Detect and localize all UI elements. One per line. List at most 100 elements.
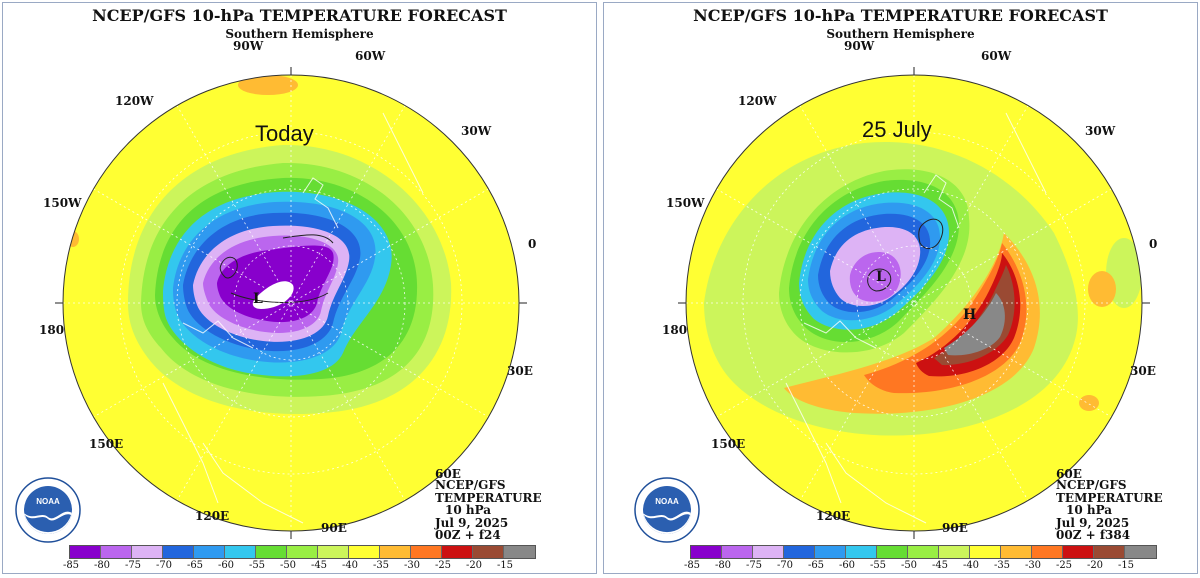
colorbar-swatch [1063, 546, 1094, 558]
colorbar-swatch [815, 546, 846, 558]
colorbar-tick-label: -15 [1117, 560, 1135, 571]
info-line: TEMPERATURE [1056, 490, 1163, 505]
map-subtitle: Southern Hemisphere [225, 27, 374, 41]
map-subtitle: Southern Hemisphere [826, 27, 975, 41]
colorbar-swatch [691, 546, 722, 558]
colorbar-tick-label: -45 [931, 560, 949, 571]
colorbar-swatch [1032, 546, 1063, 558]
colorbar-swatch [287, 546, 318, 558]
colorbar-swatch [846, 546, 877, 558]
colorbar-tick-label: -75 [124, 560, 142, 571]
forecast-panel-25-july: NCEP/GFS 10-hPa TEMPERATURE FORECAST Sou… [603, 2, 1198, 574]
colorbar-tick-label: -75 [745, 560, 763, 571]
colorbar-swatch [225, 546, 256, 558]
info-line: TEMPERATURE [435, 490, 542, 505]
colorbar-swatch [194, 546, 225, 558]
colorbar-tick-label: -60 [838, 560, 856, 571]
colorbar-swatch [753, 546, 784, 558]
info-line: 10 hPa [1066, 503, 1113, 517]
lon-label-0: 0 [1149, 237, 1158, 251]
colorbar-tick-label: -45 [310, 560, 328, 571]
lon-label-120e: 120E [816, 509, 851, 523]
colorbar-tick-label: -85 [683, 560, 701, 571]
temperature-map: L H [678, 67, 1150, 539]
colorbar-swatch [1001, 546, 1032, 558]
info-line: 10 hPa [445, 503, 492, 517]
colorbar-swatch [504, 546, 535, 558]
lon-label-30w: 30W [461, 124, 492, 138]
map-title: NCEP/GFS 10-hPa TEMPERATURE FORECAST [693, 6, 1108, 25]
colorbar-tick-label: -20 [465, 560, 483, 571]
colorbar-tick-label: -25 [434, 560, 452, 571]
lon-label-30w: 30W [1085, 124, 1116, 138]
overlay-label: 25 July [862, 117, 932, 142]
colorbar-tick-label: -25 [1055, 560, 1073, 571]
forecast-info: NCEP/GFS TEMPERATURE 10 hPa Jul 9, 2025 … [1056, 479, 1163, 542]
lon-label-180: 180 [662, 323, 688, 337]
info-line: 00Z + f24 [435, 528, 501, 542]
colorbar-tick-label: -30 [403, 560, 421, 571]
high-pressure-marker: H [963, 307, 976, 323]
temperature-colorbar [690, 545, 1157, 559]
noaa-logo-icon: NOAA [634, 477, 700, 543]
lon-label-60w: 60W [355, 49, 386, 63]
forecast-panel-today: NCEP/GFS 10-hPa TEMPERATURE FORECAST Sou… [2, 2, 597, 574]
lon-label-60e: 60E [435, 467, 461, 481]
colorbar-swatch [1094, 546, 1125, 558]
colorbar-swatch [722, 546, 753, 558]
forecast-info: NCEP/GFS TEMPERATURE 10 hPa Jul 9, 2025 … [435, 479, 542, 542]
colorbar-swatch [411, 546, 442, 558]
colorbar-swatch [939, 546, 970, 558]
colorbar-tick-label: -65 [807, 560, 825, 571]
low-pressure-marker: L [253, 291, 263, 307]
lon-label-120w: 120W [738, 94, 777, 108]
info-line: NCEP/GFS [435, 478, 506, 492]
low-pressure-marker: L [876, 269, 886, 285]
colorbar-swatch [442, 546, 473, 558]
colorbar-tick-label: -15 [496, 560, 514, 571]
colorbar-swatch [163, 546, 194, 558]
colorbar-tick-label: -65 [186, 560, 204, 571]
lon-label-90e: 90E [942, 521, 968, 535]
lon-label-90e: 90E [321, 521, 347, 535]
colorbar-tick-label: -35 [993, 560, 1011, 571]
colorbar-swatch [101, 546, 132, 558]
colorbar-swatch [349, 546, 380, 558]
lon-label-150w: 150W [43, 196, 82, 210]
lon-label-90w: 90W [233, 39, 264, 53]
colorbar-swatch [132, 546, 163, 558]
colorbar-swatch [256, 546, 287, 558]
colorbar-tick-label: -60 [217, 560, 235, 571]
colorbar-swatch [70, 546, 101, 558]
colorbar-swatch [908, 546, 939, 558]
noaa-logo-icon: NOAA [15, 477, 81, 543]
lon-label-150e: 150E [89, 437, 124, 451]
colorbar-swatch [970, 546, 1001, 558]
lon-label-0: 0 [528, 237, 537, 251]
colorbar-swatch [318, 546, 349, 558]
colorbar-tick-label: -40 [341, 560, 359, 571]
colorbar-tick-label: -85 [62, 560, 80, 571]
colorbar-tick-label: -50 [279, 560, 297, 571]
lon-label-30e: 30E [1130, 364, 1156, 378]
svg-text:NOAA: NOAA [655, 497, 679, 506]
colorbar-tick-label: -55 [248, 560, 266, 571]
lon-label-60e: 60E [1056, 467, 1082, 481]
colorbar-tick-label: -80 [714, 560, 732, 571]
colorbar-tick-label: -80 [93, 560, 111, 571]
overlay-label: Today [255, 121, 314, 146]
colorbar-tick-label: -20 [1086, 560, 1104, 571]
colorbar-swatch [784, 546, 815, 558]
colorbar-tick-label: -30 [1024, 560, 1042, 571]
colorbar-swatch [473, 546, 504, 558]
lon-label-120e: 120E [195, 509, 230, 523]
info-line: Jul 9, 2025 [1056, 515, 1130, 530]
lon-label-60w: 60W [981, 49, 1012, 63]
colorbar-tick-label: -35 [372, 560, 390, 571]
lon-label-180: 180 [39, 323, 65, 337]
lon-label-30e: 30E [507, 364, 533, 378]
info-line: NCEP/GFS [1056, 478, 1127, 492]
lon-label-120w: 120W [115, 94, 154, 108]
temperature-colorbar [69, 545, 536, 559]
info-line: 00Z + f384 [1056, 528, 1131, 542]
